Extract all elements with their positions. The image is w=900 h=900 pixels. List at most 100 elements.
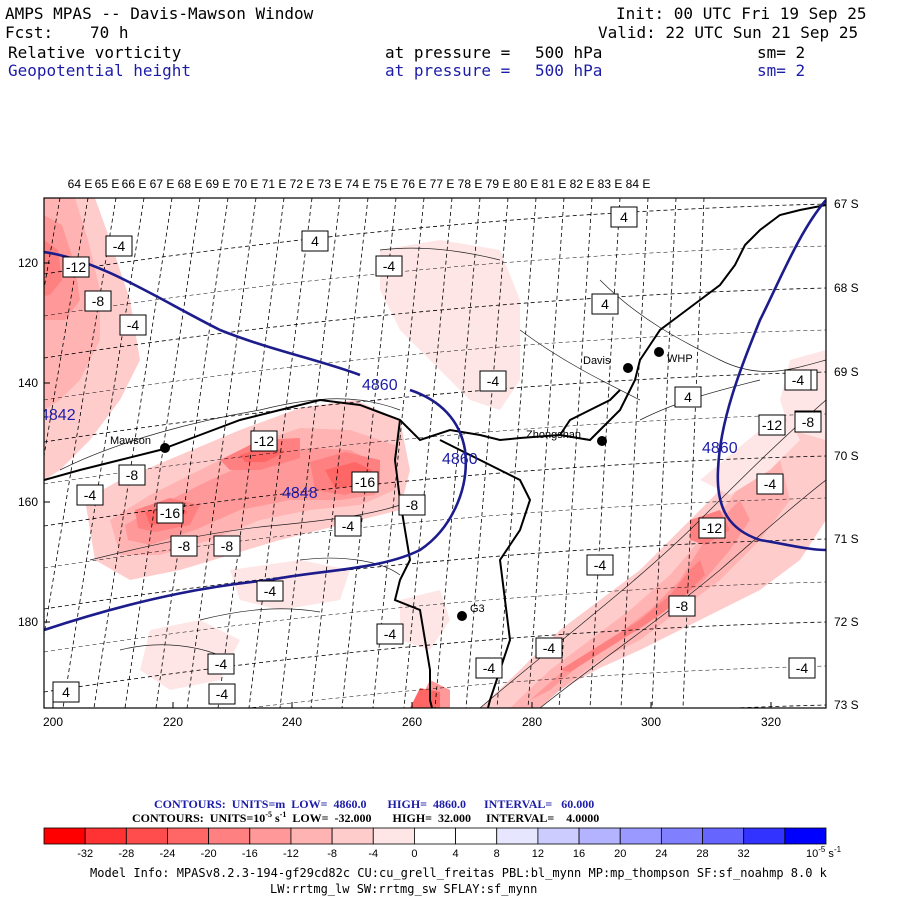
color-bar-tick: -24	[160, 848, 176, 860]
latitude-line	[44, 581, 826, 653]
longitude-line	[279, 198, 341, 708]
color-bar-tick: -32	[77, 848, 93, 860]
x-tick: 220	[163, 715, 183, 729]
longitude-line	[620, 198, 649, 708]
lon-label: 68 E	[178, 177, 203, 191]
longitude-line	[44, 198, 61, 291]
color-bar-tick: 24	[655, 848, 667, 860]
height-label: 4842	[40, 407, 76, 424]
vorticity-value: -8	[178, 538, 191, 554]
longitude-line	[44, 198, 117, 638]
y-tick: 180	[18, 615, 38, 629]
latitude-line	[725, 704, 826, 708]
color-bar-tick: 20	[614, 848, 626, 860]
color-bar-swatch	[249, 827, 292, 845]
model-info-line2: LW:rrtmg_lw SW:rrtmg_sw SFLAY:sf_mynn	[270, 882, 537, 896]
vorticity-value: -4	[483, 660, 496, 676]
latitude-labels: 67 S 68 S 69 S 70 S 71 S 72 S 73 S	[834, 197, 859, 712]
x-tick: 240	[282, 715, 302, 729]
vorticity-value-box: -8	[118, 464, 146, 486]
vorticity-labels: -4 -12 -8 -4 4 -4 4 4 -4 4 -4 -12 -16 -8 -4 -8 -16 -8 -8 -4…	[52, 206, 822, 705]
color-bar-tick: -4	[368, 848, 378, 860]
longitude-line	[44, 198, 89, 459]
vorticity-value: -4	[215, 656, 228, 672]
station-label: Zhongshan	[526, 429, 581, 441]
color-bar-tick: -28	[118, 848, 134, 860]
x-tick: 300	[641, 715, 661, 729]
longitude-line	[155, 198, 229, 708]
vorticity-value-box: -4	[375, 255, 403, 277]
lon-label: 82 E	[570, 177, 595, 191]
longitude-gridlines	[44, 198, 705, 708]
height-label: 4860	[362, 377, 398, 394]
lat-label: 71 S	[834, 532, 859, 546]
vorticity-value: -8	[802, 414, 815, 430]
station-label: G3	[470, 603, 485, 615]
vorticity-value: 4	[620, 209, 628, 225]
height-contour-info: CONTOURS: UNITS=m LOW= 4860.0 HIGH= 4860…	[154, 797, 594, 811]
longitude-line	[186, 198, 257, 708]
x-tick: 280	[522, 715, 542, 729]
x-tick: 320	[761, 715, 781, 729]
vorticity-value: -4	[113, 238, 126, 254]
color-bar-swatch	[414, 827, 456, 845]
lon-label: 72 E	[290, 177, 315, 191]
color-bar-swatch	[208, 827, 251, 845]
color-bar-tick: 8	[494, 848, 500, 860]
longitude-line	[217, 198, 285, 708]
vorticity-value: -4	[796, 660, 809, 676]
vorticity-value-box: 4	[674, 386, 702, 408]
vorticity-value-box: -4	[256, 580, 284, 602]
y-tick: 160	[18, 495, 38, 509]
longitude-line	[341, 198, 397, 708]
color-bar-swatch	[619, 827, 662, 845]
vorticity-value-box: -4	[208, 683, 236, 705]
vorticity-value-box: -8	[794, 411, 822, 433]
field2-smoothing: sm= 2	[757, 61, 806, 80]
vorticity-value-box: -4	[376, 623, 404, 645]
forecast-hour: 70 h	[90, 23, 129, 42]
vorticity-value: -4	[487, 373, 500, 389]
color-bar-swatch	[537, 827, 580, 845]
longitude-labels: 64 E 65 E 66 E 67 E 68 E 69 E 70 E 71 E …	[68, 177, 651, 191]
lon-label: 83 E	[598, 177, 623, 191]
longitude-line	[93, 198, 173, 708]
latitude-line	[44, 497, 826, 569]
lat-label: 68 S	[834, 281, 859, 295]
vorticity-value: -4	[792, 372, 805, 388]
model-info-line1: Model Info: MPASv8.2.3-194-gf29cd82c CU:…	[90, 866, 828, 880]
color-bar-tick: -16	[242, 848, 258, 860]
longitude-line	[558, 198, 593, 708]
vorticity-value-box: 4	[301, 230, 329, 252]
color-bar-swatch	[455, 827, 498, 845]
longitude-line	[496, 198, 537, 708]
latitude-line	[246, 665, 826, 708]
vorticity-value-box: -4	[334, 515, 362, 537]
vorticity-value: -8	[406, 497, 419, 513]
station-marker	[623, 363, 633, 373]
vorticity-value: -8	[126, 467, 139, 483]
vorticity-value-box: -4	[119, 314, 147, 336]
vorticity-value-box: -8	[84, 290, 112, 312]
geopotential-height-contours	[44, 199, 826, 632]
color-bar-tick: -20	[201, 848, 217, 860]
lon-label: 67 E	[150, 177, 175, 191]
color-bar-swatch	[578, 827, 621, 845]
vorticity-value-box: -8	[398, 494, 426, 516]
latitude-line	[44, 329, 826, 401]
color-bar-ticks: -32 -28 -24 -20 -16 -12 -8 -4 0 4 8 12 16 20 24 28 32	[77, 848, 750, 860]
lon-label: 66 E	[122, 177, 147, 191]
station-label: WHP	[667, 353, 693, 365]
field1-name: Relative vorticity	[8, 43, 182, 62]
height-label: 4860	[702, 440, 738, 457]
lon-label: 79 E	[486, 177, 511, 191]
height-labels: 4860 4860 4860 4848 4842	[40, 377, 738, 502]
color-bar-swatch	[702, 827, 745, 845]
y-tick: 120	[18, 256, 38, 270]
vorticity-value: -4	[342, 518, 355, 534]
color-bar-swatch	[84, 827, 127, 845]
vorticity-value-box: -4	[475, 657, 503, 679]
lon-label: 73 E	[318, 177, 343, 191]
y-tick: 140	[18, 376, 38, 390]
vorticity-value: -4	[594, 557, 607, 573]
